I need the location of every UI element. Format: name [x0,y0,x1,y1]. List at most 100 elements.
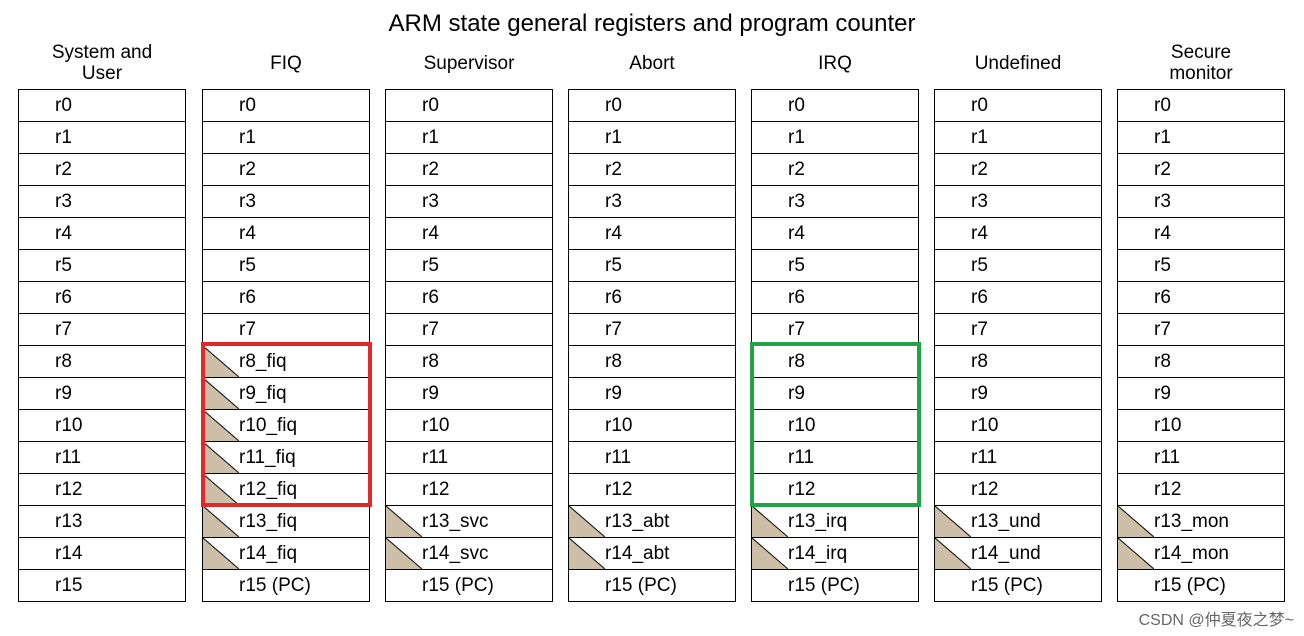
register-cell: r7 [568,313,736,346]
register-cell: r4 [385,217,553,250]
banked-register-marker-icon [1118,538,1154,569]
register-label: r14 [55,543,83,564]
register-cell: r11 [1117,441,1285,474]
register-cell: r12_fiq [202,473,370,506]
register-label: r12 [605,479,633,500]
banked-register-marker-icon [386,506,422,537]
banked-register-marker-icon [203,346,239,377]
register-cell: r5 [934,249,1102,282]
register-cell: r2 [202,153,370,186]
register-label: r15 (PC) [239,575,311,596]
register-label: r1 [422,127,439,148]
register-label: r9 [971,383,988,404]
register-cell: r14_abt [568,537,736,570]
register-label: r8 [971,351,988,372]
register-cell: r10 [568,409,736,442]
register-cell: r0 [751,89,919,122]
register-cell: r11 [385,441,553,474]
register-cell: r9 [568,377,736,410]
register-cell: r2 [934,153,1102,186]
register-cell: r5 [751,249,919,282]
register-label: r3 [1154,191,1171,212]
register-cell: r13_svc [385,505,553,538]
register-label: r0 [1154,95,1171,116]
register-cell: r5 [385,249,553,282]
register-label: r6 [239,287,256,308]
register-label: r1 [788,127,805,148]
register-cell: r7 [385,313,553,346]
register-cell: r15 (PC) [751,569,919,602]
banked-register-marker-icon [752,538,788,569]
register-label: r9 [422,383,439,404]
register-label: r9_fiq [239,383,287,404]
register-label: r0 [55,95,72,116]
register-cell: r8 [934,345,1102,378]
register-label: r3 [422,191,439,212]
register-label: r4 [971,223,988,244]
register-label: r2 [1154,159,1171,180]
mode-header: FIQ [270,52,302,74]
register-cell: r1 [202,121,370,154]
register-label: r14_fiq [239,543,298,564]
register-label: r0 [239,95,256,116]
register-label: r5 [55,255,72,276]
banked-register-marker-icon [569,538,605,569]
register-label: r0 [605,95,622,116]
register-cell: r15 (PC) [385,569,553,602]
register-cell: r7 [751,313,919,346]
register-label: r2 [971,159,988,180]
register-label: r5 [422,255,439,276]
register-cell: r6 [1117,281,1285,314]
register-label: r9 [55,383,72,404]
register-label: r5 [971,255,988,276]
register-label: r6 [422,287,439,308]
register-cell: r11_fiq [202,441,370,474]
register-label: r11_fiq [239,447,296,468]
register-cell: r0 [568,89,736,122]
register-cell: r8_fiq [202,345,370,378]
register-cell: r7 [202,313,370,346]
banked-register-marker-icon [203,538,239,569]
register-label: r8_fiq [239,351,287,372]
banked-register-marker-icon [203,474,239,505]
register-label: r7 [422,319,439,340]
register-cell: r10 [385,409,553,442]
register-label: r15 [55,575,83,596]
register-label: r4 [422,223,439,244]
register-cell: r4 [18,217,186,250]
register-label: r14_mon [1154,543,1229,564]
register-cell: r2 [18,153,186,186]
register-cell: r13_und [934,505,1102,538]
register-label: r14_abt [605,543,670,564]
register-cell: r13_abt [568,505,736,538]
register-label: r14_svc [422,543,489,564]
register-cell: r10 [751,409,919,442]
register-label: r8 [605,351,622,372]
register-cell: r8 [18,345,186,378]
banked-register-marker-icon [203,442,239,473]
banked-register-marker-icon [1118,506,1154,537]
register-cell: r1 [1117,121,1285,154]
banked-register-marker-icon [935,506,971,537]
diagram-title: ARM state general registers and program … [388,10,916,37]
register-cell: r7 [1117,313,1285,346]
register-cell: r13_mon [1117,505,1285,538]
register-label: r9 [1154,383,1171,404]
register-cell: r12 [934,473,1102,506]
register-cell: r9 [385,377,553,410]
register-label: r12 [55,479,83,500]
register-label: r6 [1154,287,1171,308]
register-cell: r15 [18,569,186,602]
register-label: r15 (PC) [971,575,1043,596]
register-label: r12 [971,479,999,500]
register-cell: r12 [751,473,919,506]
register-label: r7 [239,319,256,340]
register-label: r13_mon [1154,511,1229,532]
register-cell: r10 [18,409,186,442]
register-label: r3 [605,191,622,212]
register-label: r8 [422,351,439,372]
register-cell: r6 [751,281,919,314]
register-cell: r11 [568,441,736,474]
register-cell: r10 [934,409,1102,442]
banked-register-marker-icon [569,506,605,537]
